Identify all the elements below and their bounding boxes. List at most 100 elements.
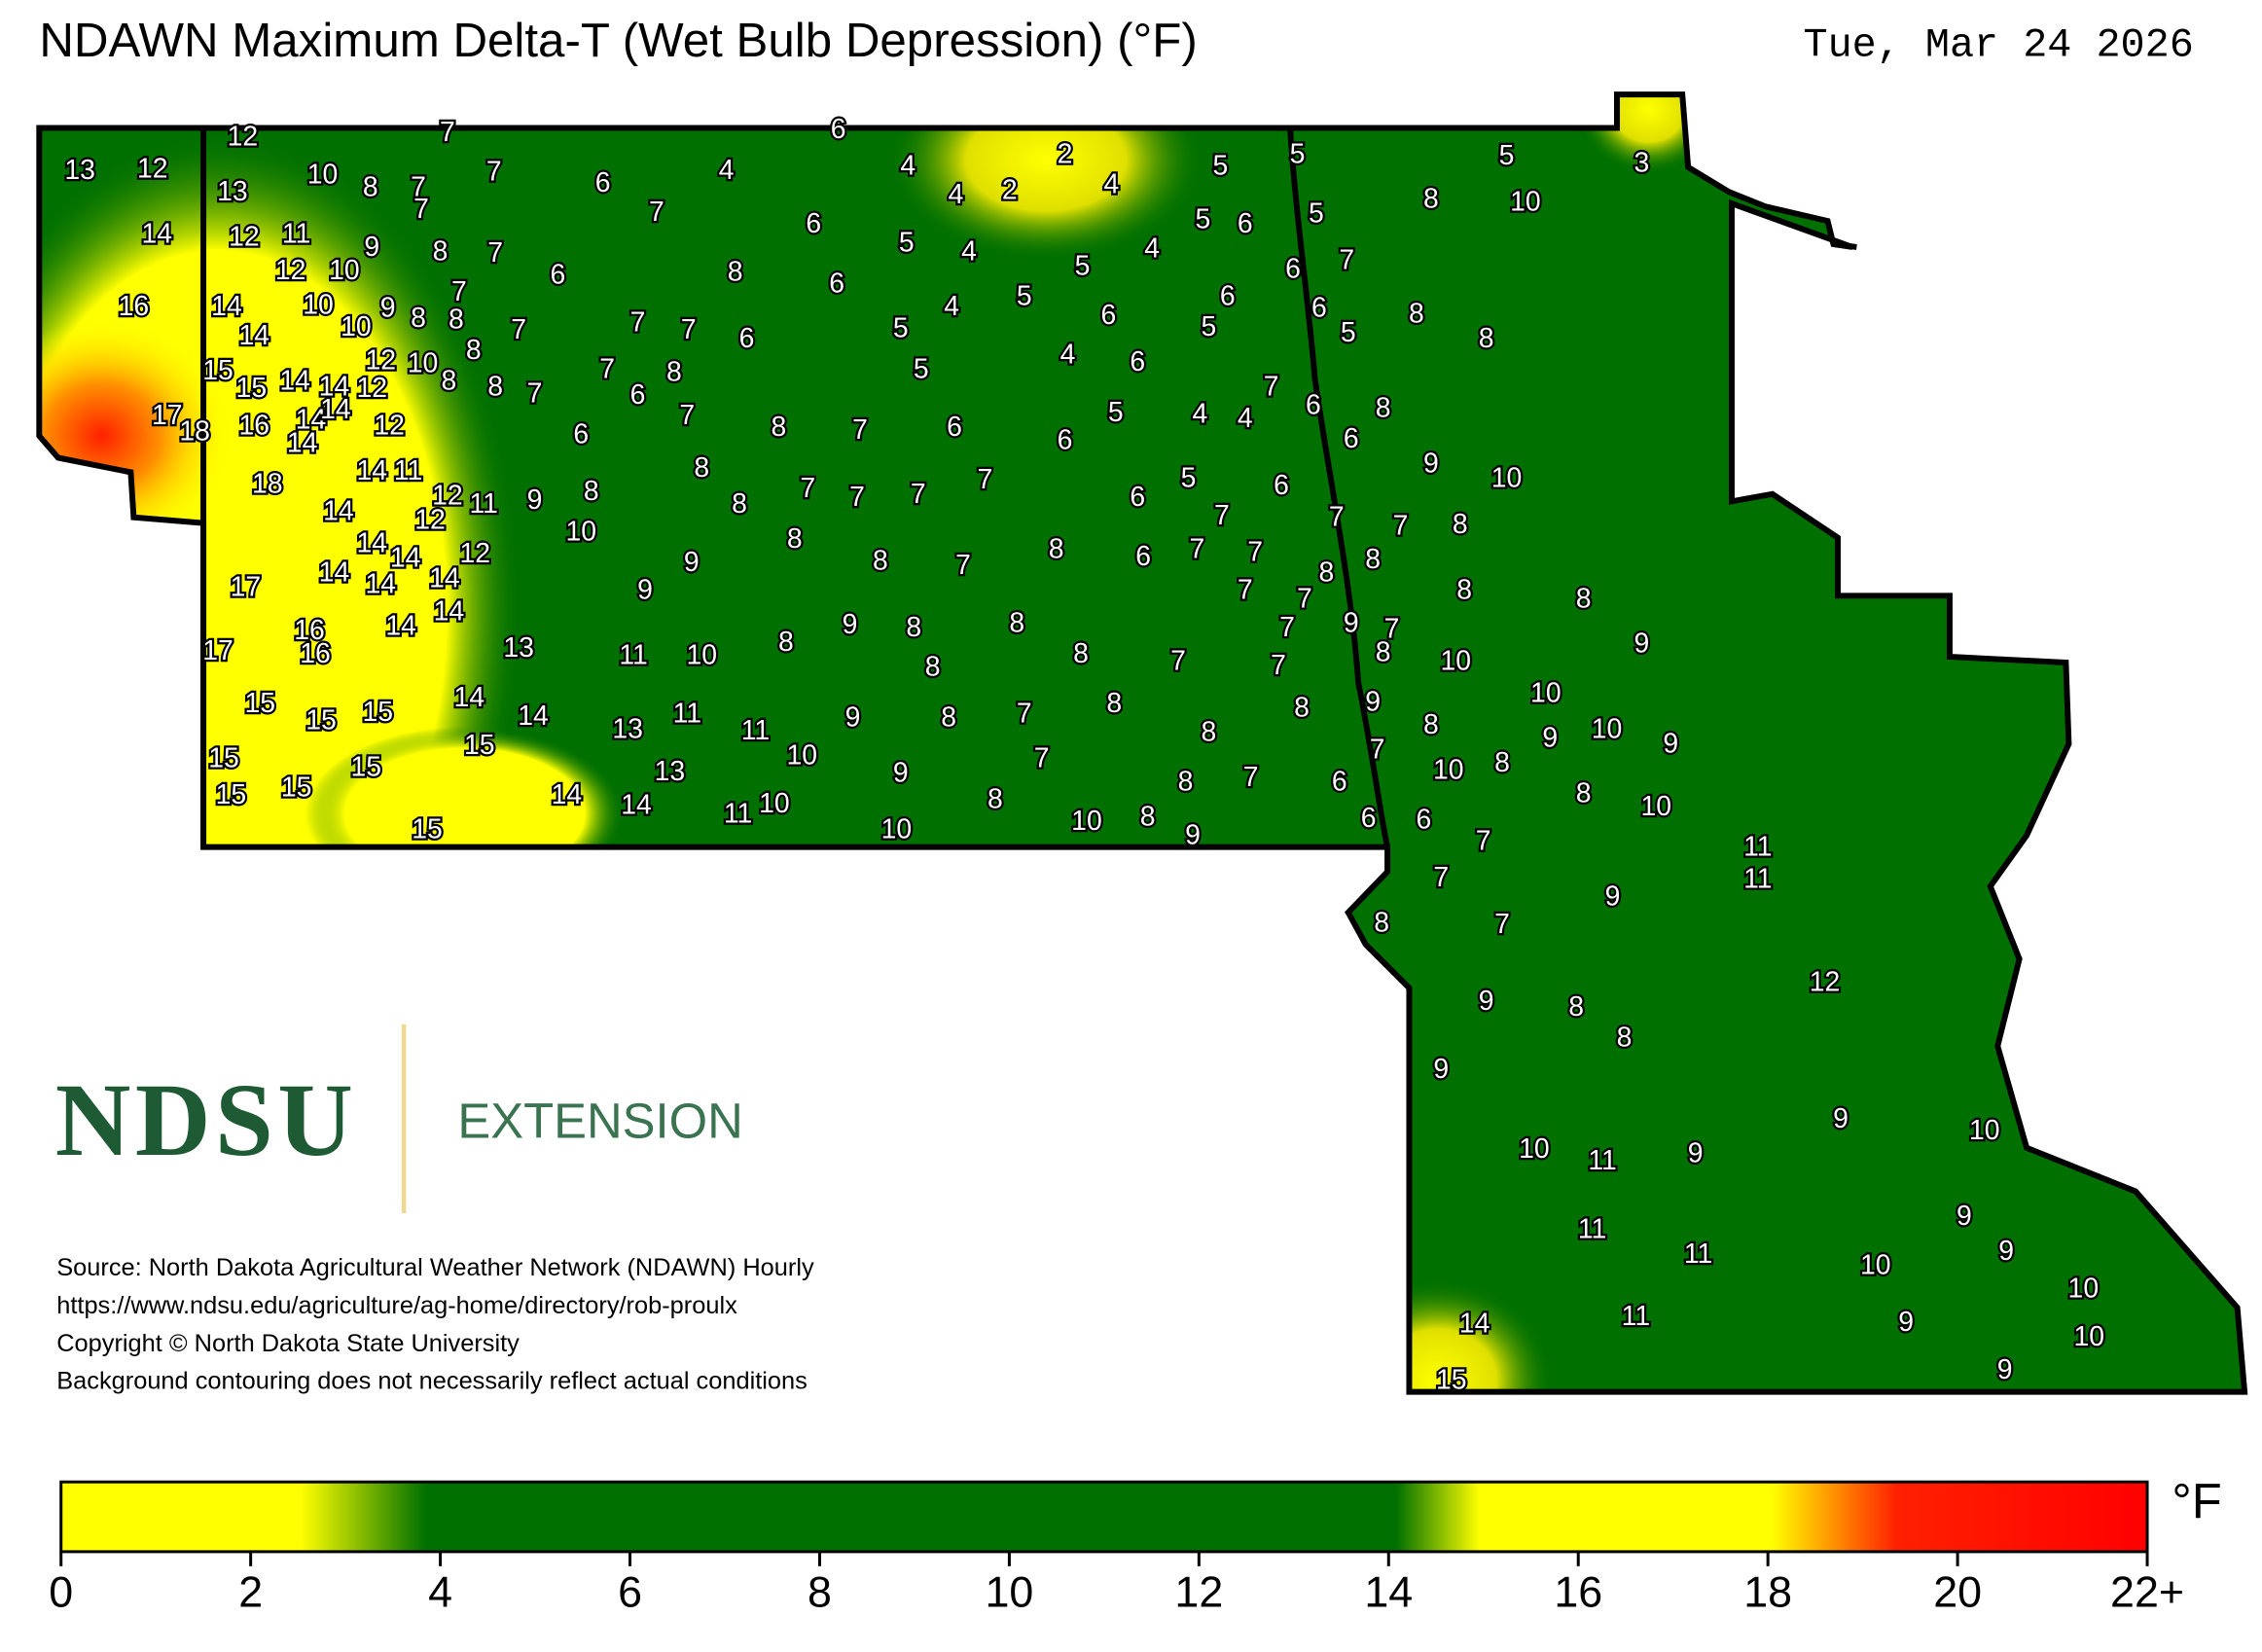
station-value: 2: [1058, 138, 1073, 169]
station-value: 4: [1060, 339, 1076, 370]
station-value: 7: [1297, 583, 1312, 614]
colorbar-tick-label: 0: [49, 1568, 73, 1617]
station-value: 9: [893, 757, 909, 788]
station-value: 8: [987, 783, 1003, 814]
station-value: 14: [357, 528, 388, 559]
station-value: 10: [1530, 677, 1562, 708]
station-value: 8: [728, 256, 743, 287]
station-value: 7: [1384, 614, 1400, 645]
station-value: 14: [454, 682, 485, 713]
station-value: 9: [1998, 1236, 2014, 1267]
station-value: 11: [282, 218, 310, 249]
station-value: 15: [1436, 1365, 1467, 1396]
station-value: 10: [2074, 1321, 2105, 1352]
station-value: 7: [1279, 612, 1295, 643]
station-value: 5: [1212, 150, 1228, 181]
colorbar-unit: °F: [2172, 1474, 2221, 1529]
station-value: 15: [305, 705, 337, 736]
station-value: 8: [363, 172, 378, 203]
station-value: 16: [239, 411, 270, 442]
source-line: https://www.ndsu.edu/agriculture/ag-home…: [56, 1292, 737, 1319]
station-value: 8: [1576, 777, 1592, 808]
station-value: 14: [390, 542, 421, 573]
station-value: 14: [211, 291, 242, 322]
station-value: 8: [1073, 638, 1089, 669]
station-value: 6: [1238, 208, 1253, 239]
station-value: 9: [1542, 723, 1558, 754]
station-value: 9: [1957, 1201, 1972, 1232]
station-value: 7: [1271, 650, 1286, 681]
station-value: 7: [911, 479, 926, 510]
station-value: 9: [1433, 1054, 1449, 1085]
station-value: 11: [1743, 832, 1772, 863]
station-value: 8: [442, 365, 457, 396]
station-value: 10: [408, 347, 439, 378]
station-value: 7: [1393, 511, 1409, 542]
station-value: 7: [679, 400, 695, 431]
source-line: Copyright © North Dakota State Universit…: [56, 1330, 520, 1357]
station-value: 6: [630, 379, 646, 411]
station-value: 11: [1578, 1213, 1606, 1244]
station-value: 13: [217, 176, 248, 207]
station-value: 9: [364, 232, 379, 263]
station-value: 5: [914, 353, 929, 384]
station-value: 6: [947, 412, 962, 443]
station-value: 8: [433, 235, 449, 267]
colorbar-tick-label: 18: [1743, 1568, 1792, 1617]
station-value: 11: [673, 698, 701, 729]
station-value: 7: [849, 482, 865, 513]
station-value: 12: [229, 221, 260, 252]
station-value: 17: [152, 400, 183, 431]
colorbar-axis: 0 2 4 6 8 10 12 14 16 18 20 22+: [49, 1551, 2184, 1617]
station-value: 10: [1641, 791, 1672, 822]
station-value: 14: [323, 496, 354, 527]
station-value: 9: [1663, 729, 1678, 760]
station-value: 7: [527, 378, 543, 410]
station-value: 14: [518, 700, 549, 732]
station-value: 8: [771, 412, 786, 443]
station-value: 10: [303, 290, 334, 321]
station-value: 6: [1332, 766, 1347, 797]
station-value: 7: [649, 197, 664, 228]
station-value: 6: [1058, 425, 1073, 456]
station-value: 9: [1898, 1307, 1914, 1338]
station-value: 5: [1075, 250, 1091, 281]
station-value: 6: [1311, 293, 1327, 324]
station-value: 10: [1969, 1115, 2000, 1146]
station-value: 11: [1622, 1301, 1650, 1332]
station-value: 8: [1617, 1022, 1633, 1053]
station-value: 3: [1634, 147, 1649, 178]
station-value: 8: [1576, 583, 1592, 614]
station-value: 15: [208, 743, 239, 774]
station-value: 6: [1361, 803, 1377, 834]
station-value: 7: [1339, 244, 1354, 275]
station-value: 6: [831, 114, 846, 145]
station-value: 12: [357, 373, 388, 404]
station-value: 6: [1274, 470, 1289, 501]
colorbar-tick-label: 2: [238, 1568, 263, 1617]
station-value: 17: [202, 635, 233, 666]
station-value: 8: [466, 335, 482, 366]
station-value: 15: [281, 772, 312, 803]
station-value: 6: [551, 259, 566, 290]
station-value: 6: [1130, 482, 1145, 513]
station-value: 11: [724, 798, 752, 829]
station-value: 8: [1409, 299, 1424, 330]
station-value: 9: [684, 547, 700, 578]
station-value: 15: [216, 779, 247, 810]
station-value: 8: [1365, 544, 1381, 575]
station-value: 7: [681, 314, 697, 345]
station-value: 7: [800, 473, 815, 504]
station-value: 10: [329, 255, 360, 286]
station-value: 12: [365, 344, 396, 376]
station-value: 10: [1433, 755, 1464, 786]
station-value: 15: [412, 814, 443, 845]
station-value: 15: [464, 730, 495, 761]
colorbar-tick-label: 16: [1554, 1568, 1602, 1617]
station-value: 9: [1634, 628, 1649, 660]
station-value: 4: [900, 150, 916, 181]
station-value: 9: [1344, 608, 1359, 639]
station-value: 12: [414, 505, 446, 536]
